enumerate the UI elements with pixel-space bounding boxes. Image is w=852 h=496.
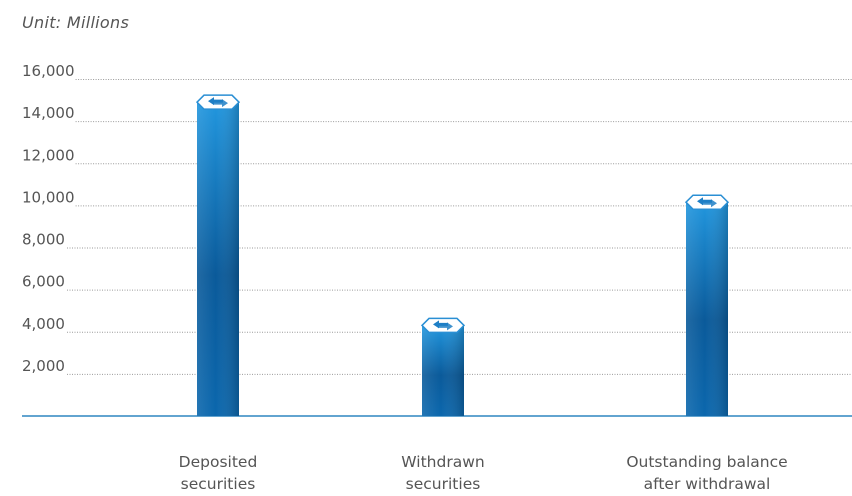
x-category-label: after withdrawal	[644, 475, 771, 493]
bar-shade	[197, 102, 239, 416]
x-category-label: Deposited	[179, 453, 258, 471]
bar-3	[684, 194, 730, 416]
bar-shade	[422, 325, 464, 416]
bar-shade	[686, 202, 728, 416]
x-category-label: securities	[181, 475, 256, 493]
x-category-label: Withdrawn	[401, 453, 484, 471]
unit-label: Unit: Millions	[22, 13, 130, 32]
y-tick-label: 16,000	[22, 62, 75, 80]
x-category-label: Outstanding balance	[626, 453, 787, 471]
bar-1	[195, 94, 241, 416]
exchange-arrows-icon	[433, 320, 453, 331]
exchange-arrows-icon	[697, 197, 717, 208]
exchange-arrows-icon	[208, 97, 228, 108]
y-tick-label: 6,000	[22, 273, 65, 291]
y-tick-label: 14,000	[22, 104, 75, 122]
bar-2	[420, 317, 466, 416]
y-tick-label: 8,000	[22, 231, 65, 249]
x-category-label: securities	[406, 475, 481, 493]
y-tick-label: 10,000	[22, 188, 75, 206]
y-tick-label: 12,000	[22, 146, 75, 164]
y-tick-label: 4,000	[22, 315, 65, 333]
y-tick-label: 2,000	[22, 357, 65, 375]
